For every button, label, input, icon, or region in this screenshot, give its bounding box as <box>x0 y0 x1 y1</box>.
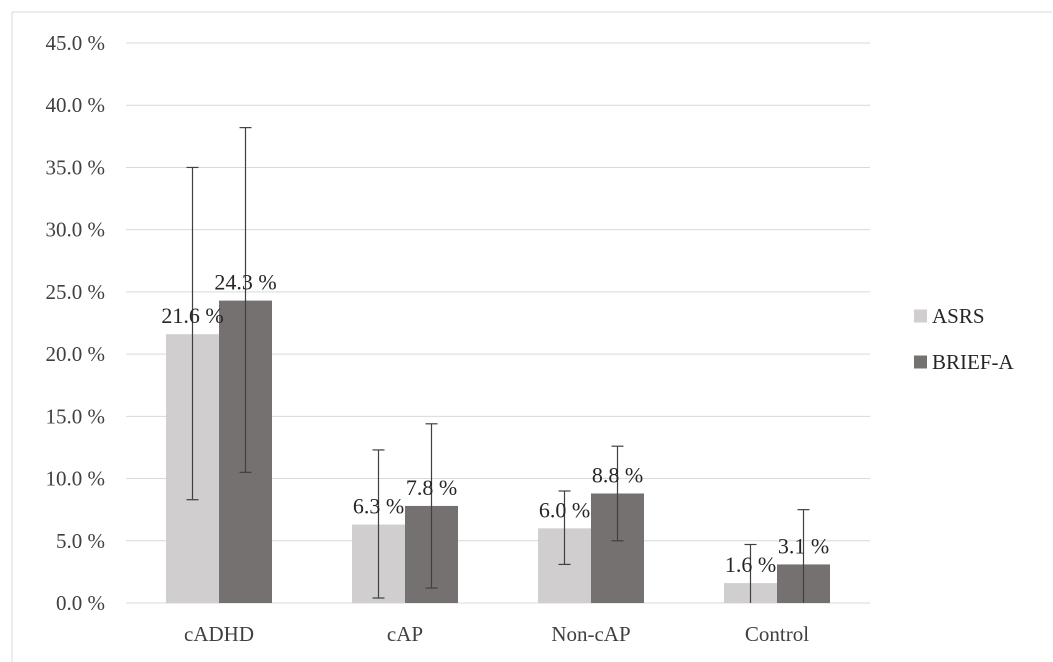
legend-swatch <box>914 309 927 323</box>
y-tick-label: 5.0 % <box>56 529 105 553</box>
data-label: 6.3 % <box>353 494 404 519</box>
data-label: 24.3 % <box>214 270 276 295</box>
data-label: 21.6 % <box>161 303 223 328</box>
y-tick-label: 15.0 % <box>46 404 106 428</box>
data-label: 6.0 % <box>539 497 590 522</box>
data-label: 3.1 % <box>778 533 829 558</box>
x-tick-label: cADHD <box>184 622 254 646</box>
y-tick-label: 40.0 % <box>46 93 106 117</box>
y-tick-label: 25.0 % <box>46 280 106 304</box>
y-tick-label: 0.0 % <box>56 591 105 615</box>
data-label: 7.8 % <box>406 475 457 500</box>
x-tick-label: Control <box>745 622 809 646</box>
y-tick-label: 20.0 % <box>46 342 106 366</box>
legend-label: BRIEF-A <box>932 350 1015 374</box>
data-label: 1.6 % <box>725 552 776 577</box>
error-bars <box>186 127 810 603</box>
data-label: 8.8 % <box>592 462 643 487</box>
y-tick-label: 35.0 % <box>46 155 106 179</box>
x-tick-label: Non-cAP <box>551 622 630 646</box>
legend-swatch <box>914 355 927 369</box>
legend: ASRS BRIEF-A <box>914 304 1015 374</box>
data-labels: 21.6 % 24.3 % 6.3 %7.8 % 6.0 %8.8 % 1.6 %3.1… <box>161 270 829 577</box>
legend-item-asrs: ASRS <box>914 304 985 328</box>
legend-item-brief-a: BRIEF-A <box>914 350 1015 374</box>
y-axis-tick-labels: 0.0 % 5.0 % 10.0 % 15.0 % 20.0 % 25.0 % 30.0 %… <box>46 31 106 615</box>
y-tick-label: 10.0 % <box>46 467 106 491</box>
x-axis-tick-labels: cADHD cAP Non-cAP Control <box>184 622 809 646</box>
legend-label: ASRS <box>932 304 985 328</box>
x-tick-label: cAP <box>387 622 423 646</box>
y-tick-label: 30.0 % <box>46 218 106 242</box>
y-tick-label: 45.0 % <box>46 31 106 55</box>
